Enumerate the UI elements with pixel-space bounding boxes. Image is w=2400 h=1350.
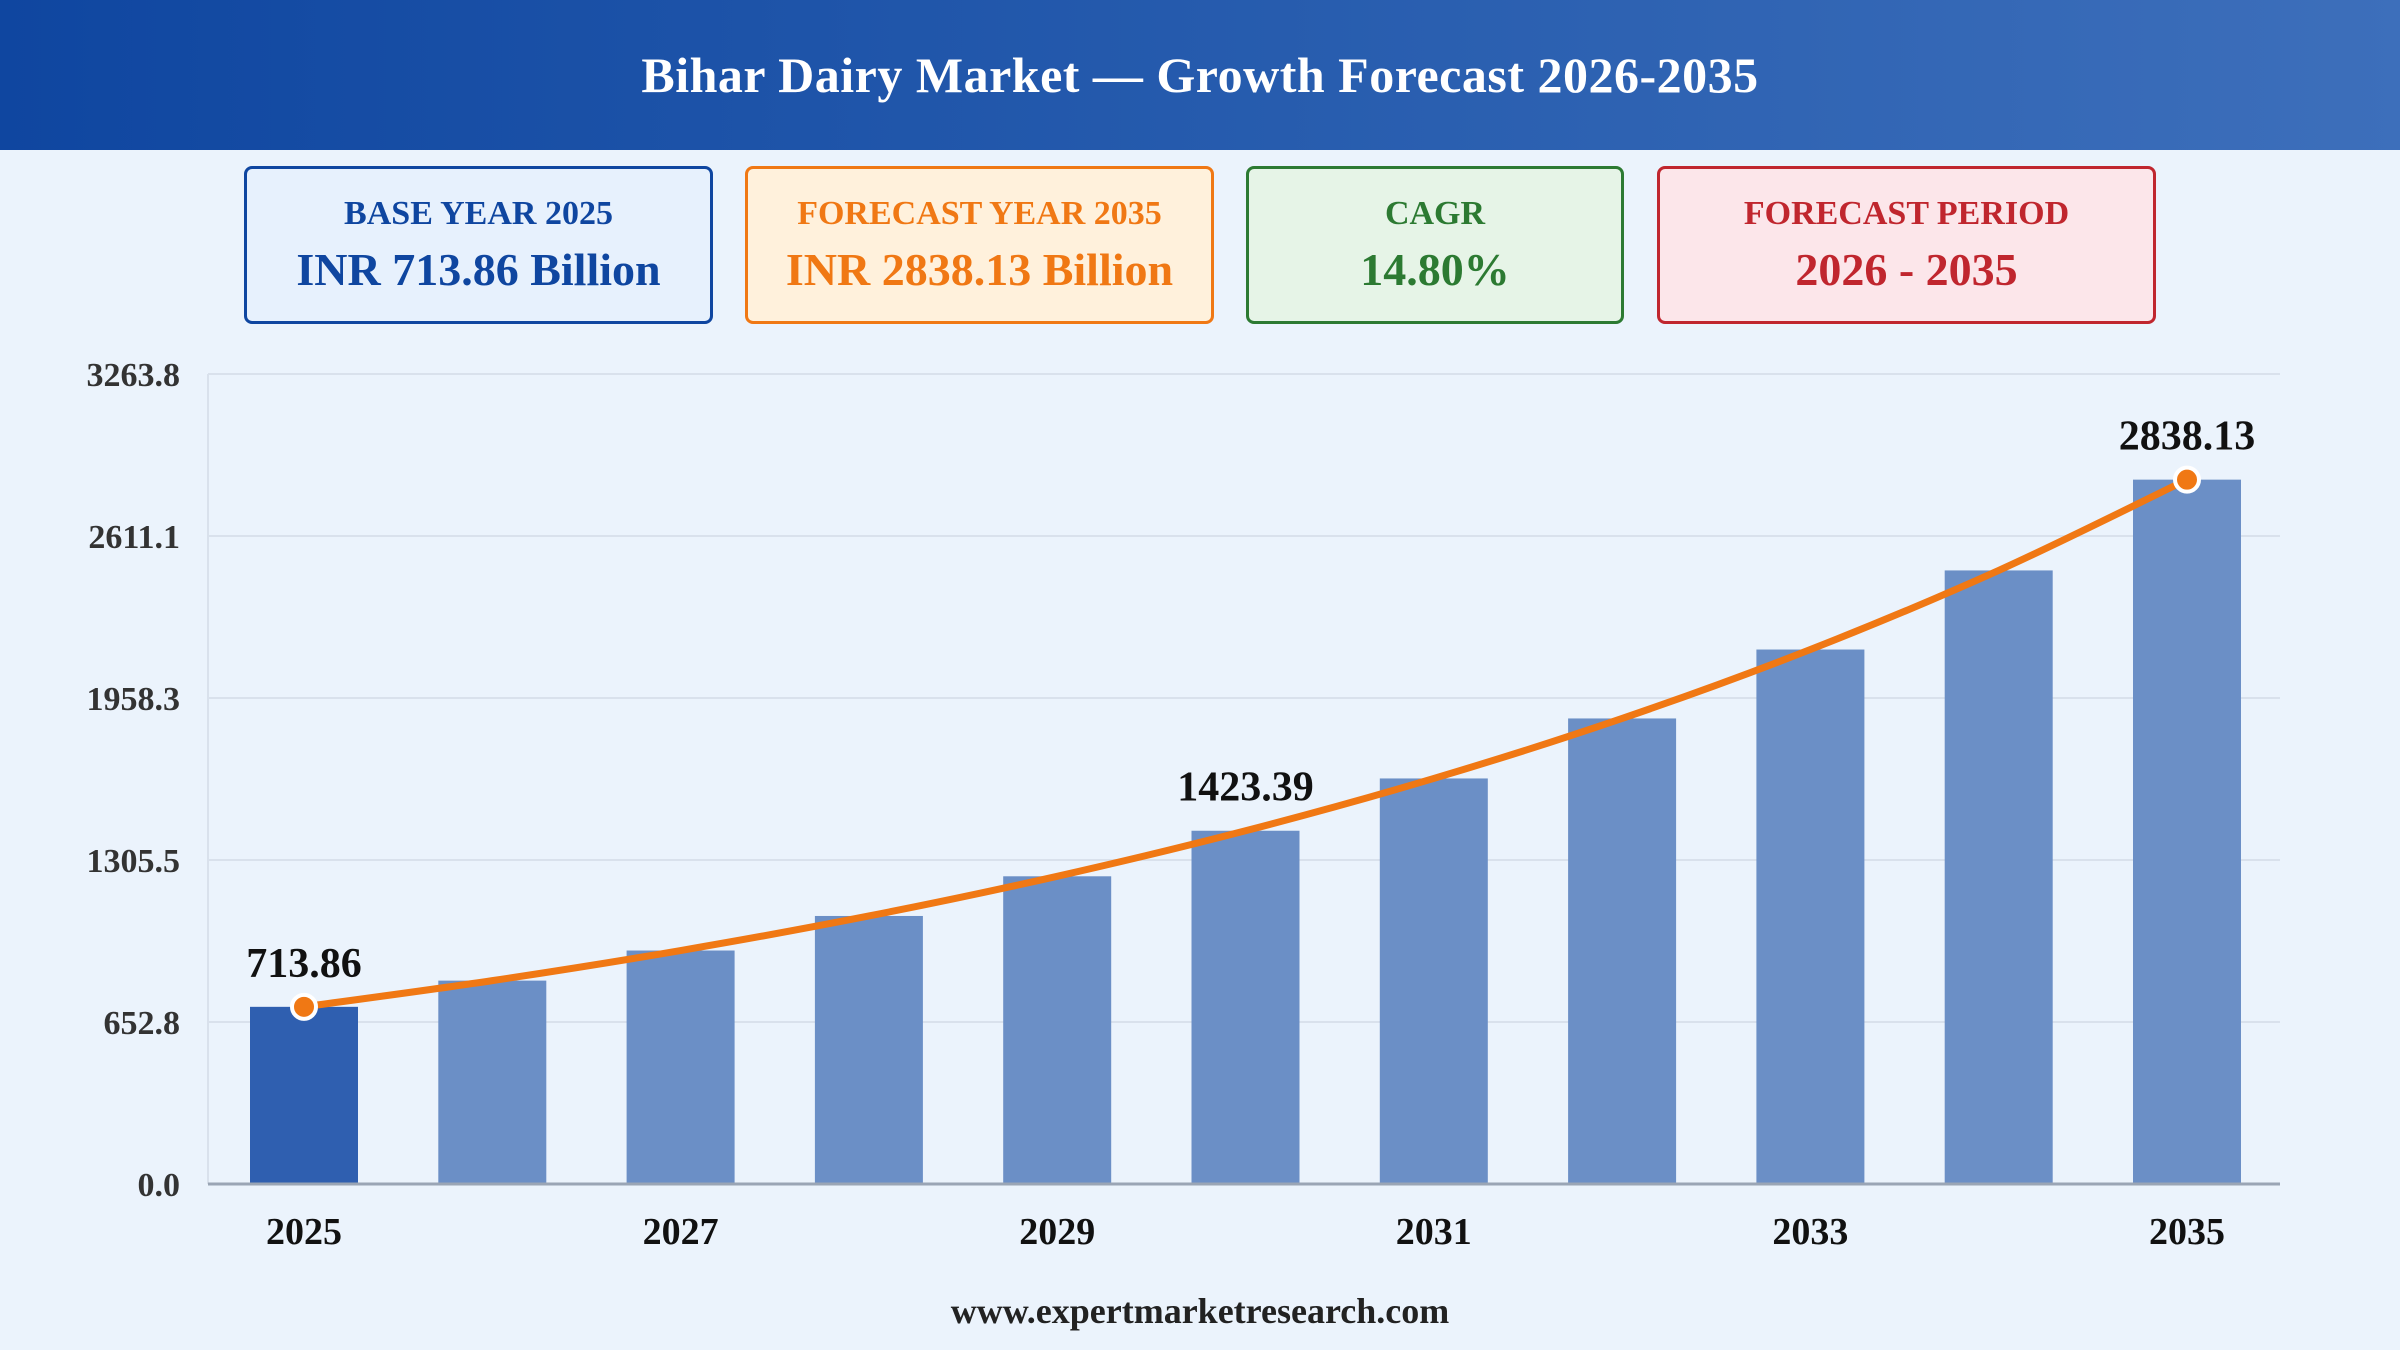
bar	[2133, 479, 2241, 1184]
x-tick-label: 2027	[643, 1211, 719, 1253]
forecast-year-card: FORECAST YEAR 2035 INR 2838.13 Billion	[745, 166, 1214, 324]
base-year-value: INR 713.86 Billion	[296, 243, 661, 295]
bar	[1944, 570, 2053, 1184]
cagr-label: CAGR	[1384, 194, 1486, 232]
base-year-label: BASE YEAR 2025	[344, 194, 613, 232]
cagr-value: 14.80%	[1360, 243, 1510, 295]
y-tick-label: 652.8	[104, 1005, 181, 1042]
cagr-card: CAGR 14.80%	[1246, 166, 1624, 324]
data-label: 2838.13	[2119, 414, 2256, 460]
y-tick-label: 1305.5	[87, 843, 181, 880]
bar	[1756, 649, 1865, 1184]
x-tick-label: 2033	[1772, 1211, 1848, 1253]
bar	[626, 950, 735, 1184]
forecast-period-label: FORECAST PERIOD	[1743, 194, 2070, 232]
bar	[1003, 876, 1112, 1184]
page-title: Bihar Dairy Market — Growth Forecast 202…	[641, 47, 1759, 103]
trend-marker	[290, 992, 318, 1021]
bar	[250, 1006, 358, 1184]
forecast-year-label: FORECAST YEAR 2035	[797, 194, 1162, 232]
y-tick-label: 3263.8	[87, 357, 181, 394]
x-tick-label: 2031	[1396, 1211, 1472, 1253]
y-tick-label: 1958.3	[87, 681, 181, 718]
base-year-card: BASE YEAR 2025 INR 713.86 Billion	[244, 166, 713, 324]
x-tick-label: 2035	[2149, 1211, 2225, 1253]
bar	[1379, 778, 1488, 1184]
bar	[438, 980, 547, 1184]
forecast-year-value: INR 2838.13 Billion	[785, 243, 1174, 295]
bar	[1568, 718, 1677, 1184]
trend-line	[300, 476, 2191, 1011]
y-tick-label: 2611.1	[88, 519, 180, 556]
trend-marker	[2173, 465, 2201, 494]
footer-website: www.expertmarketresearch.com	[950, 1291, 1450, 1331]
x-tick-label: 2029	[1019, 1211, 1095, 1253]
bar	[1191, 830, 1300, 1184]
header-banner: Bihar Dairy Market — Growth Forecast 202…	[0, 0, 2400, 150]
y-tick-label: 0.0	[138, 1167, 181, 1204]
forecast-period-value: 2026 - 2035	[1795, 243, 2018, 295]
data-label: 713.86	[246, 941, 362, 987]
forecast-period-card: FORECAST PERIOD 2026 - 2035	[1657, 166, 2156, 324]
x-tick-label: 2025	[266, 1211, 342, 1253]
data-label: 1423.39	[1177, 765, 1314, 811]
bar	[814, 915, 923, 1184]
